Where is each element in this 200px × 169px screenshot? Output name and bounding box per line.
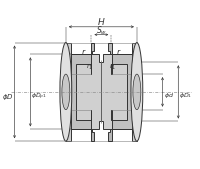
Text: $\phi D$: $\phi D$ — [2, 92, 14, 102]
Text: $r$: $r$ — [81, 47, 86, 57]
Polygon shape — [108, 129, 112, 141]
Ellipse shape — [62, 74, 70, 110]
Ellipse shape — [131, 43, 143, 141]
Polygon shape — [108, 43, 112, 54]
Text: $r_1$: $r_1$ — [109, 62, 117, 72]
Polygon shape — [111, 54, 132, 129]
Text: $r$: $r$ — [116, 47, 122, 57]
Polygon shape — [91, 129, 94, 141]
Polygon shape — [71, 54, 91, 129]
Polygon shape — [66, 43, 101, 141]
Text: H: H — [98, 18, 105, 27]
Text: $\phi d$: $\phi d$ — [164, 91, 174, 100]
Polygon shape — [101, 43, 137, 141]
Polygon shape — [91, 43, 94, 54]
Ellipse shape — [133, 74, 141, 110]
Text: $\phi D_1$: $\phi D_1$ — [179, 91, 193, 100]
Text: $\phi D_{p1}$: $\phi D_{p1}$ — [31, 92, 47, 102]
Ellipse shape — [60, 43, 72, 141]
Text: $S_w$: $S_w$ — [96, 25, 107, 38]
Text: $r_1$: $r_1$ — [86, 62, 93, 72]
